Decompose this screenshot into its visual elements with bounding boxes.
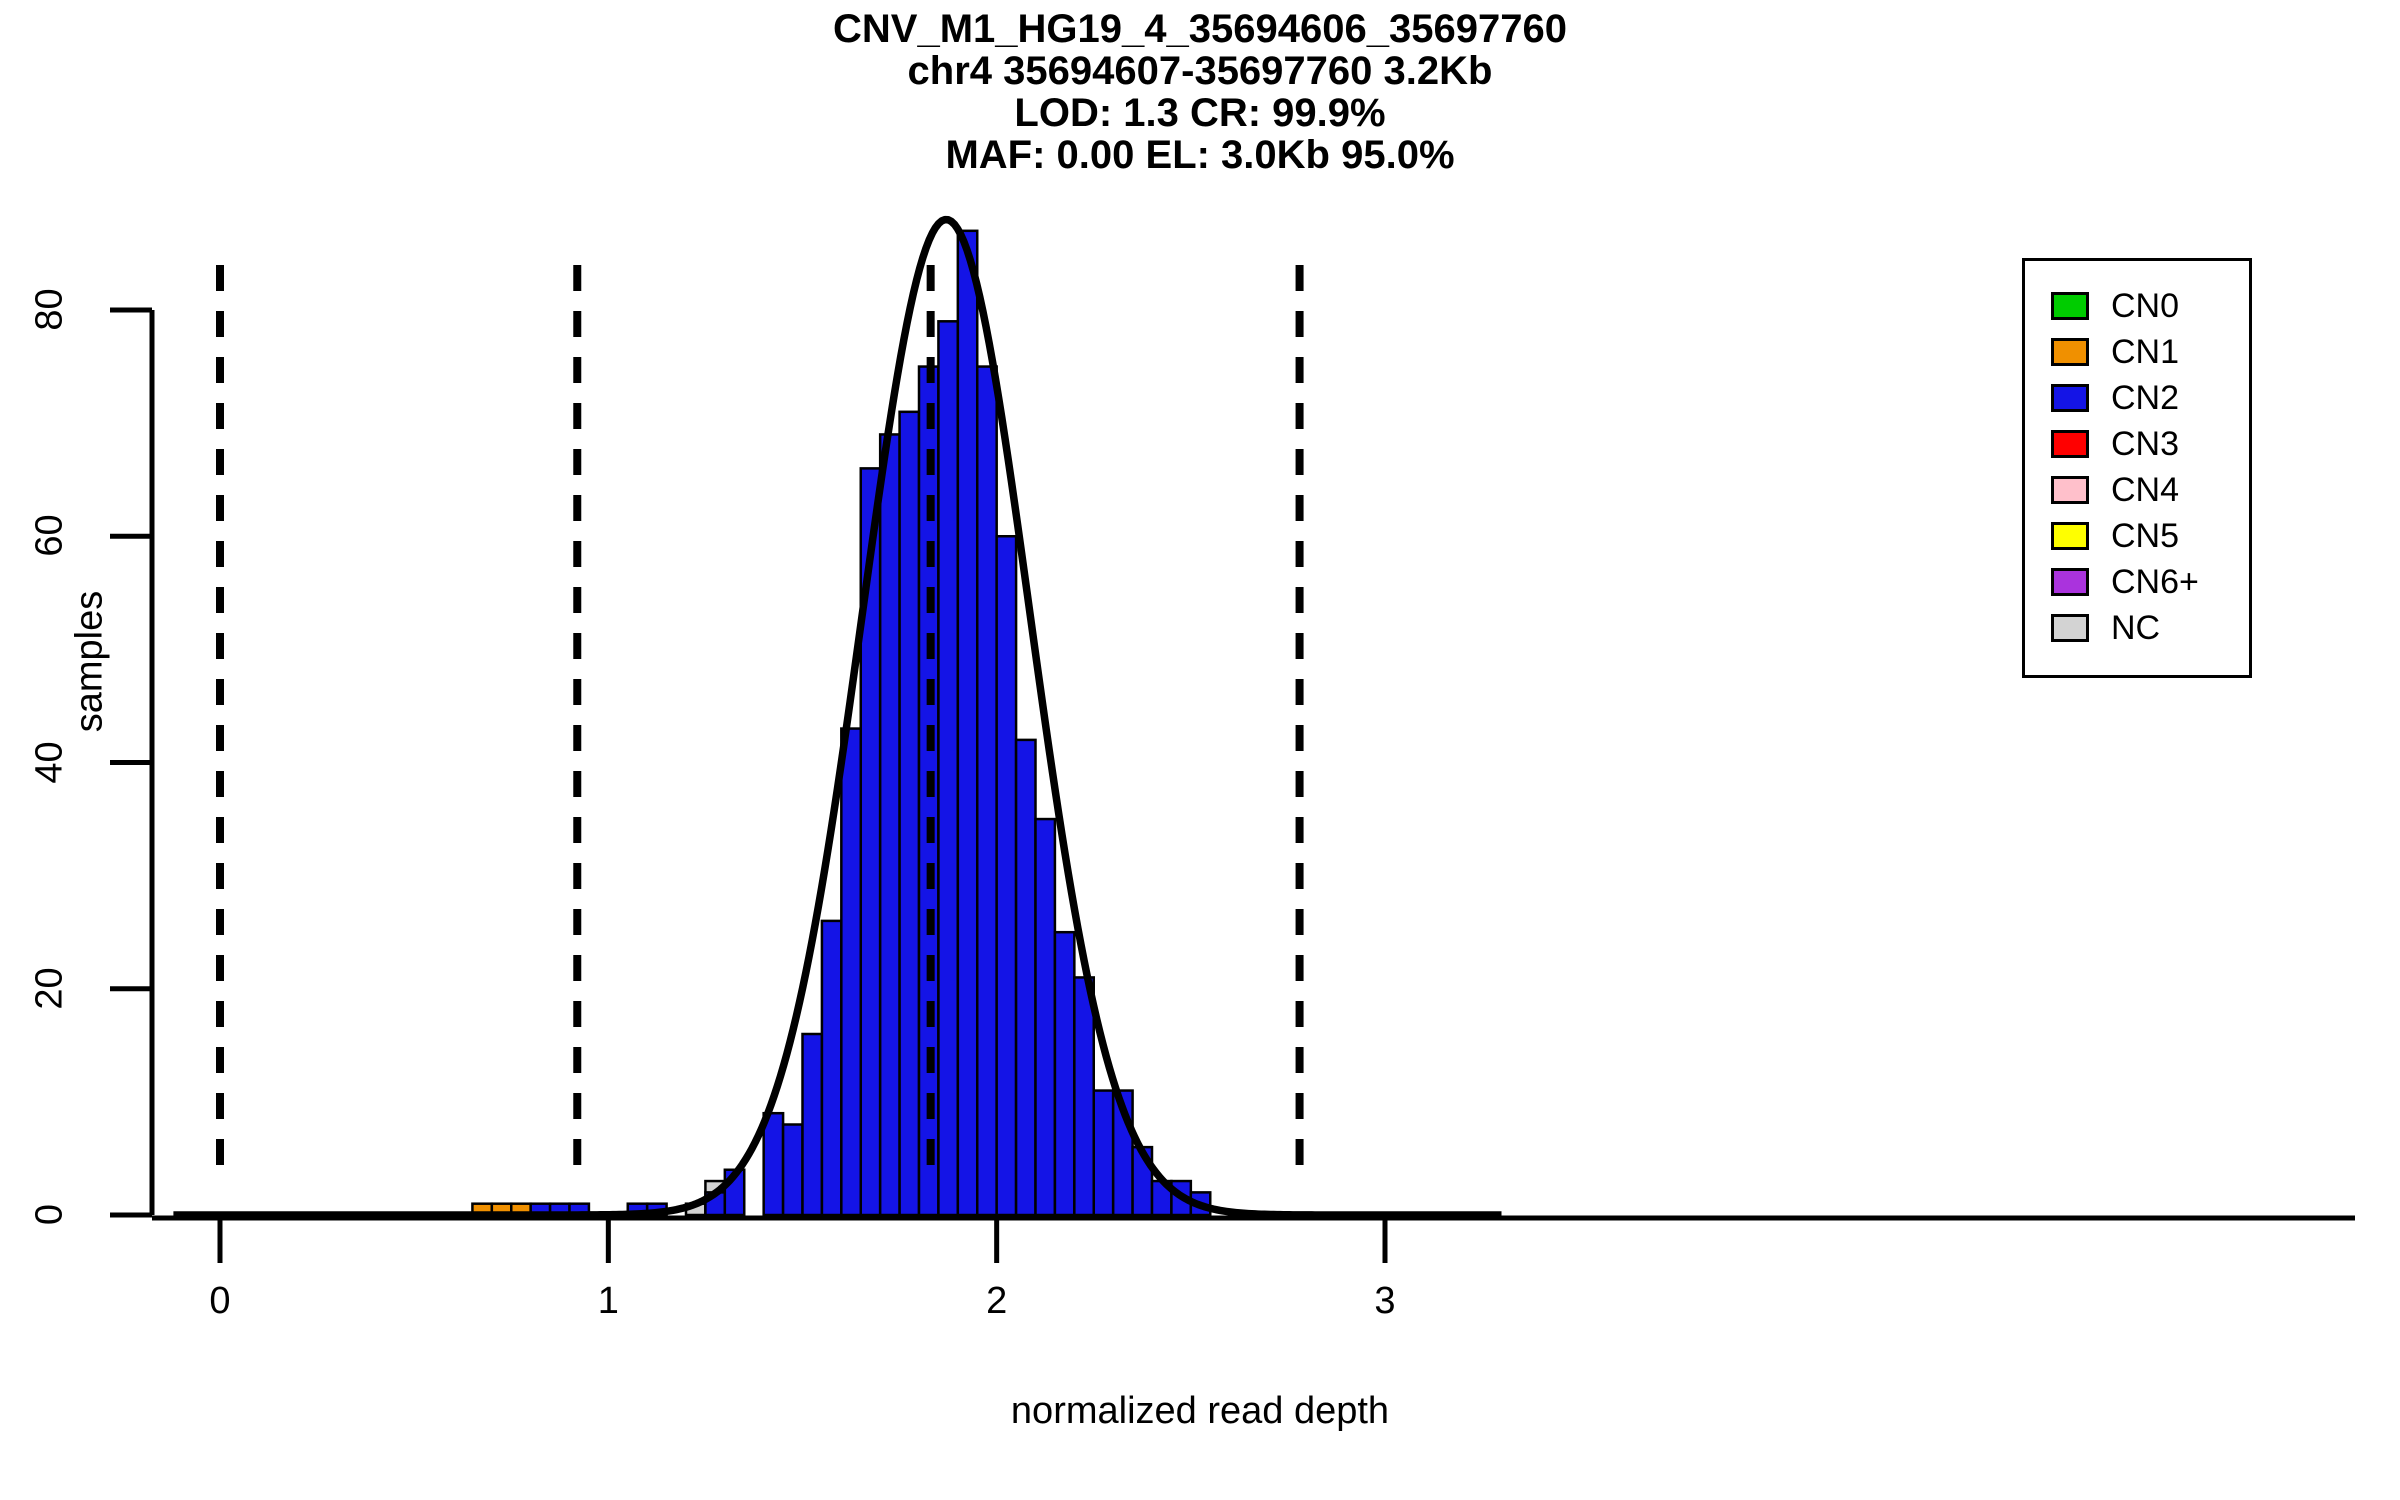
title-line-4: MAF: 0.00 EL: 3.0Kb 95.0% <box>945 133 1455 177</box>
y-tick-label: 80 <box>28 288 71 331</box>
histogram-bar <box>1053 930 1076 1217</box>
legend-item-cn5[interactable]: CN5 <box>2025 513 2249 559</box>
legend-item-label: CN5 <box>2111 517 2180 555</box>
y-tick-label: 0 <box>28 1203 71 1226</box>
histogram-bar <box>1014 738 1037 1217</box>
legend-item-label: NC <box>2111 609 2161 647</box>
x-tick-label: 1 <box>597 1280 619 1322</box>
x-tick-label: 0 <box>209 1280 231 1322</box>
histogram-bar <box>1092 1089 1115 1217</box>
legend-swatch-icon <box>2051 522 2089 550</box>
legend-swatch-icon <box>2051 568 2089 596</box>
legend-item-cn4[interactable]: CN4 <box>2025 467 2249 513</box>
legend-item-label: CN0 <box>2111 287 2180 325</box>
histogram-bar <box>781 1123 804 1217</box>
legend-item-label: CN4 <box>2111 471 2180 509</box>
legend-item-cn3[interactable]: CN3 <box>2025 421 2249 467</box>
x-tick-label: 2 <box>986 1280 1008 1322</box>
histogram-bar <box>937 320 960 1217</box>
histogram-bar <box>840 727 863 1217</box>
histogram-bar <box>898 410 921 1217</box>
histogram-bar <box>1073 976 1095 1217</box>
legend-item-cn0[interactable]: CN0 <box>2025 283 2249 329</box>
legend-swatch-icon <box>2051 614 2089 642</box>
y-axis-label: samples <box>68 590 111 733</box>
histogram-bar <box>956 229 979 1217</box>
legend-swatch-icon <box>2051 476 2089 504</box>
y-tick-label: 40 <box>28 740 71 784</box>
legend-item-cn2[interactable]: CN2 <box>2025 375 2249 421</box>
histogram-bar <box>801 1032 824 1217</box>
legend-swatch-icon <box>2051 384 2089 412</box>
histogram-bar <box>762 1111 785 1217</box>
legend-item-label: CN2 <box>2111 379 2180 417</box>
chart-title-block: CNV_M1_HG19_4_35694606_35697760 chr4 356… <box>0 8 2400 176</box>
legend-box: CN0 CN1 CN2 CN3 CN4 CN5 CN6+ NC <box>2022 258 2252 678</box>
legend-item-nc[interactable]: NC <box>2025 605 2249 651</box>
y-tick-label: 60 <box>28 514 71 557</box>
legend-item-label: CN6+ <box>2111 563 2199 601</box>
histogram-bar <box>976 365 998 1217</box>
title-line-3: LOD: 1.3 CR: 99.9% <box>1014 91 1386 135</box>
x-axis-label: normalized read depth <box>1010 1390 1390 1432</box>
title-line-2: chr4 35694607-35697760 3.2Kb <box>907 49 1493 93</box>
histogram-bar <box>995 535 1018 1217</box>
legend-swatch-icon <box>2051 430 2089 458</box>
y-tick-label: 20 <box>28 967 71 1010</box>
legend-swatch-icon <box>2051 292 2089 320</box>
histogram-bar <box>820 919 843 1217</box>
legend-item-cn1[interactable]: CN1 <box>2025 329 2249 375</box>
legend-swatch-icon <box>2051 338 2089 366</box>
histogram-bar <box>1034 817 1057 1217</box>
gaussian-fit-curve <box>172 215 1503 1219</box>
x-tick-label: 3 <box>1374 1280 1396 1322</box>
legend-item-label: CN3 <box>2111 425 2180 463</box>
title-line-1: CNV_M1_HG19_4_35694606_35697760 <box>833 7 1567 51</box>
legend-item-label: CN1 <box>2111 333 2180 371</box>
legend-item-cn6plus[interactable]: CN6+ <box>2025 559 2249 605</box>
histogram-bar <box>878 433 901 1217</box>
